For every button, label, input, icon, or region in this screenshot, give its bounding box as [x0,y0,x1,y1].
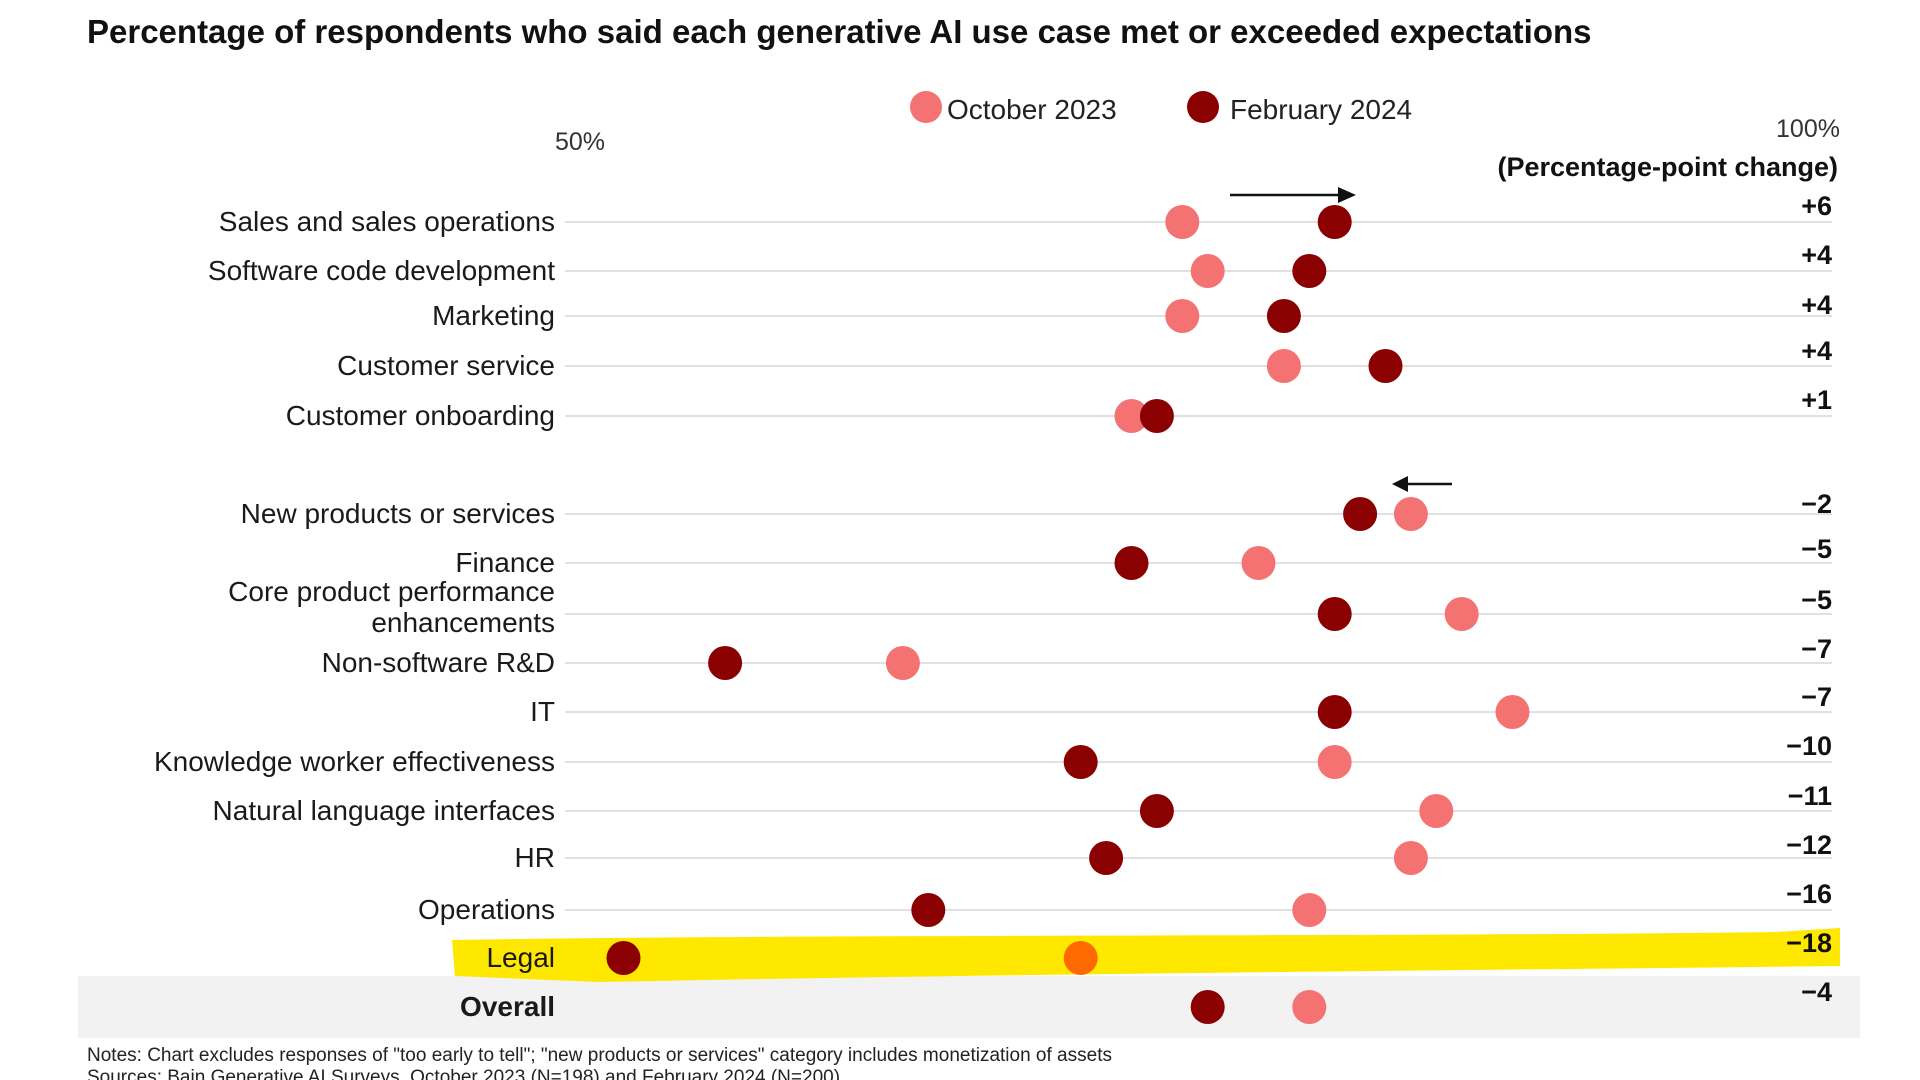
category-label: Knowledge worker effectiveness [154,746,555,777]
category-label: Natural language interfaces [213,795,555,826]
row-operations: Operations −16 [418,879,1832,927]
increase-arrow [1230,187,1356,203]
point-oct-2023 [1292,893,1327,927]
row-natural-language-interfaces: Natural language interfaces −11 [213,781,1832,828]
change-value: −7 [1801,634,1832,664]
change-value: +4 [1801,240,1832,270]
legend-oct-2023-label: October 2023 [947,94,1117,125]
category-label: Non-software R&D [322,647,555,678]
category-label: Legal [486,942,555,973]
legal-highlight-band [452,928,1840,982]
point-oct-2023 [1495,695,1530,729]
row-software-code-development: Software code development +4 [208,240,1832,288]
row-overall: Overall −4 [460,977,1832,1024]
row-non-software-r-d: Non-software R&D −7 [322,634,1832,680]
decrease-arrow [1392,476,1452,492]
point-feb-2024 [1139,399,1174,433]
point-feb-2024 [1114,546,1149,580]
row-new-products-or-services: New products or services −2 [241,489,1832,531]
category-label: Software code development [208,255,555,286]
point-feb-2024 [1368,349,1403,383]
axis-min-label: 50% [555,128,605,156]
point-feb-2024 [911,893,946,927]
row-knowledge-worker-effectiveness: Knowledge worker effectiveness −10 [154,731,1832,779]
legend-oct-2023-marker [910,91,942,123]
row-customer-onboarding: Customer onboarding +1 [286,385,1832,433]
change-value: −10 [1786,731,1832,761]
category-label: Overall [460,991,555,1022]
category-label: HR [515,842,555,873]
legend-feb-2024-label: February 2024 [1230,94,1412,125]
category-label: IT [530,696,555,727]
change-value: +6 [1801,191,1832,221]
point-feb-2024 [1317,205,1352,239]
point-feb-2024 [1292,254,1327,288]
point-oct-2023 [1165,299,1200,333]
change-value: +4 [1801,336,1832,366]
point-feb-2024 [1317,695,1352,729]
overall-row-band [78,976,1860,1038]
category-label: Customer onboarding [286,400,555,431]
point-oct-2023 [1165,205,1200,239]
axis-max-label: 100% [1776,115,1840,143]
row-legal: Legal −18 [486,928,1832,975]
change-value: +1 [1801,385,1832,415]
category-label: Finance [455,547,555,578]
point-feb-2024 [1190,990,1225,1024]
change-value: −4 [1801,977,1832,1007]
legend-feb-2024-marker [1187,91,1219,123]
point-feb-2024 [606,941,641,975]
change-value: +4 [1801,290,1832,320]
point-oct-2023 [1241,546,1276,580]
point-oct-2023 [1419,794,1454,828]
point-feb-2024 [1139,794,1174,828]
row-hr: HR −12 [515,830,1832,875]
change-value: −5 [1801,534,1832,564]
point-oct-2023 [1393,841,1428,875]
notes-text: Notes: Chart excludes responses of "too … [87,1045,1112,1066]
chart-title: Percentage of respondents who said each … [87,13,1592,50]
change-value: −2 [1801,489,1832,519]
legend: October 2023 February 2024 [910,91,1412,125]
category-label: Sales and sales operations [219,206,555,237]
change-value: −5 [1801,585,1832,615]
point-oct-2023 [1190,254,1225,288]
category-label-line2: enhancements [371,607,555,638]
point-oct-2023 [1292,990,1327,1024]
change-value: −11 [1788,781,1832,811]
sources-text: Sources: Bain Generative AI Surveys, Oct… [87,1067,840,1080]
category-label: Customer service [337,350,555,381]
row-sales-and-sales-operations: Sales and sales operations +6 [219,191,1832,239]
row-finance: Finance −5 [455,534,1832,580]
point-feb-2024 [1343,497,1378,531]
point-oct-2023 [1444,597,1479,631]
change-value: −12 [1786,830,1832,860]
category-label: New products or services [241,498,555,529]
rows-layer: Sales and sales operations +6 Software cod… [154,191,1832,1024]
point-feb-2024 [708,646,743,680]
point-oct-2023 [1317,745,1352,779]
point-feb-2024 [1089,841,1124,875]
change-column-header: (Percentage-point change) [1497,152,1838,182]
category-label: Operations [418,894,555,925]
point-feb-2024 [1317,597,1352,631]
row-it: IT −7 [530,682,1832,729]
change-value: −7 [1801,682,1832,712]
change-value: −16 [1786,879,1832,909]
point-oct-2023 [885,646,920,680]
point-oct-2023 [1114,399,1149,433]
category-label: Core product performance [228,576,555,607]
point-oct-2023 [1063,941,1098,975]
point-feb-2024 [1063,745,1098,779]
point-oct-2023 [1393,497,1428,531]
point-oct-2023 [1266,349,1301,383]
row-customer-service: Customer service +4 [337,336,1832,383]
category-label: Marketing [432,300,555,331]
change-value: −18 [1786,928,1832,958]
row-marketing: Marketing +4 [432,290,1832,333]
point-feb-2024 [1266,299,1301,333]
